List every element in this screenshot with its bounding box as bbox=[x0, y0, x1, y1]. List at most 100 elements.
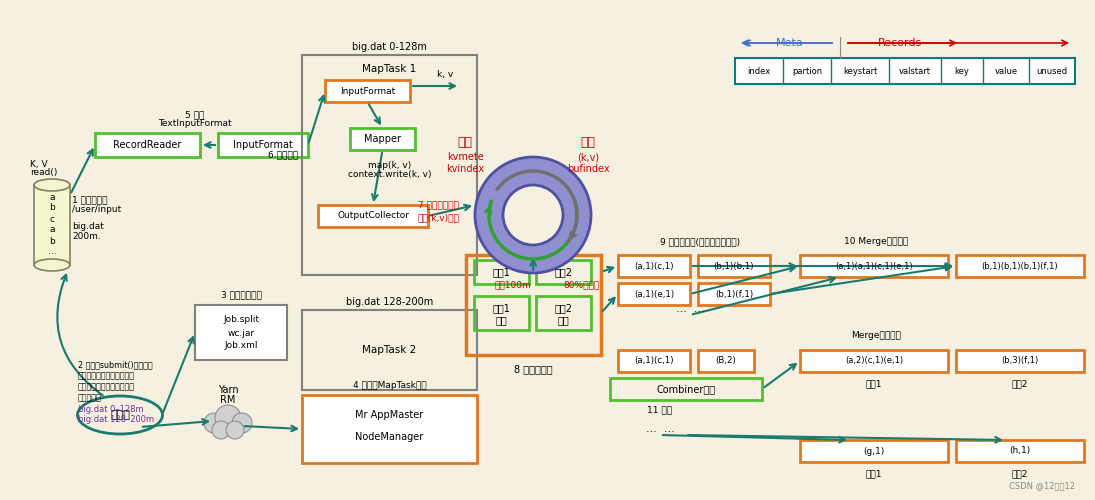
Text: 2 客户端submit()前，获取: 2 客户端submit()前，获取 bbox=[78, 360, 152, 369]
Text: Combiner合并: Combiner合并 bbox=[656, 384, 715, 394]
Text: 4 计算出MapTask数量: 4 计算出MapTask数量 bbox=[353, 380, 426, 390]
Text: 分区1: 分区1 bbox=[866, 470, 883, 478]
Text: 6 逻辑运算: 6 逻辑运算 bbox=[268, 150, 298, 160]
Text: 分配的规划: 分配的规划 bbox=[78, 393, 102, 402]
Text: RecordReader: RecordReader bbox=[113, 140, 182, 150]
FancyBboxPatch shape bbox=[218, 133, 308, 157]
FancyBboxPatch shape bbox=[800, 440, 948, 462]
FancyBboxPatch shape bbox=[800, 255, 948, 277]
Text: 默认100m: 默认100m bbox=[495, 280, 531, 289]
Text: k, v: k, v bbox=[437, 70, 453, 80]
Text: b: b bbox=[49, 236, 55, 246]
Text: (b,1)(b,1)(b,1)(f,1): (b,1)(b,1)(b,1)(f,1) bbox=[982, 262, 1058, 270]
Text: Meta: Meta bbox=[776, 38, 804, 48]
FancyBboxPatch shape bbox=[302, 395, 477, 463]
FancyBboxPatch shape bbox=[698, 255, 770, 277]
Text: 5 默认: 5 默认 bbox=[185, 110, 205, 120]
Text: 8 分区、排序: 8 分区、排序 bbox=[515, 364, 553, 374]
Text: big.dat 0-128m: big.dat 0-128m bbox=[353, 42, 427, 52]
Text: 分区1: 分区1 bbox=[493, 267, 510, 277]
Text: 索引: 索引 bbox=[458, 136, 473, 149]
Text: (a,1)(c,1): (a,1)(c,1) bbox=[634, 356, 673, 366]
FancyBboxPatch shape bbox=[735, 58, 1075, 84]
FancyBboxPatch shape bbox=[698, 283, 770, 305]
Text: CSDN @12十二12: CSDN @12十二12 bbox=[1008, 481, 1075, 490]
Text: a: a bbox=[49, 226, 55, 234]
Text: a: a bbox=[49, 192, 55, 202]
Circle shape bbox=[475, 157, 591, 273]
Text: 3 提交切片信息: 3 提交切片信息 bbox=[220, 290, 262, 300]
Text: read(): read() bbox=[30, 168, 57, 177]
Text: 11 合并: 11 合并 bbox=[647, 406, 672, 414]
Text: Mr AppMaster: Mr AppMaster bbox=[356, 410, 424, 420]
Text: 分区2: 分区2 bbox=[554, 303, 573, 313]
FancyBboxPatch shape bbox=[800, 350, 948, 372]
FancyBboxPatch shape bbox=[350, 128, 415, 150]
Text: 据参数配置，形成一个任务: 据参数配置，形成一个任务 bbox=[78, 382, 135, 391]
Text: ...: ... bbox=[48, 248, 56, 256]
Text: 分区2: 分区2 bbox=[554, 267, 573, 277]
Text: RM: RM bbox=[220, 395, 235, 405]
Text: 分区2: 分区2 bbox=[1012, 470, 1028, 478]
FancyBboxPatch shape bbox=[618, 255, 690, 277]
Text: MapTask 2: MapTask 2 bbox=[362, 345, 416, 355]
Text: InputFormat: InputFormat bbox=[339, 86, 395, 96]
Text: big.dat 128-200m: big.dat 128-200m bbox=[346, 297, 434, 307]
Text: (a,1)(a,1)(c,1)(e,1): (a,1)(a,1)(c,1)(e,1) bbox=[835, 262, 913, 270]
Circle shape bbox=[226, 421, 244, 439]
Text: key: key bbox=[955, 66, 969, 76]
Text: /user/input: /user/input bbox=[72, 205, 122, 214]
FancyBboxPatch shape bbox=[956, 255, 1084, 277]
Text: Job.xml: Job.xml bbox=[224, 342, 257, 350]
Text: 80%后反向: 80%后反向 bbox=[563, 280, 599, 289]
Text: valstart: valstart bbox=[899, 66, 931, 76]
Text: 200m.: 200m. bbox=[72, 232, 101, 241]
Text: 客户端: 客户端 bbox=[111, 410, 130, 420]
Circle shape bbox=[503, 185, 563, 245]
Text: big.dat 128–200m: big.dat 128–200m bbox=[78, 415, 154, 424]
FancyBboxPatch shape bbox=[618, 283, 690, 305]
Text: kvmete: kvmete bbox=[447, 152, 483, 162]
Text: 7 向环形缓冲区: 7 向环形缓冲区 bbox=[418, 200, 459, 209]
Text: Mapper: Mapper bbox=[364, 134, 401, 144]
Text: 10 Merge归并排序: 10 Merge归并排序 bbox=[844, 238, 908, 246]
Text: (h,1): (h,1) bbox=[1010, 446, 1030, 456]
Text: context.write(k, v): context.write(k, v) bbox=[348, 170, 431, 179]
Text: 9 溢出到文件(分区且区内有序): 9 溢出到文件(分区且区内有序) bbox=[660, 238, 740, 246]
FancyBboxPatch shape bbox=[956, 440, 1084, 462]
Text: (b,3)(f,1): (b,3)(f,1) bbox=[1001, 356, 1039, 366]
Text: MapTask 1: MapTask 1 bbox=[362, 64, 416, 74]
Text: bufindex: bufindex bbox=[567, 164, 609, 174]
Text: 排序: 排序 bbox=[557, 315, 569, 325]
Text: 分区1: 分区1 bbox=[866, 380, 883, 388]
Circle shape bbox=[212, 421, 230, 439]
FancyBboxPatch shape bbox=[318, 205, 428, 227]
Circle shape bbox=[215, 405, 241, 431]
Text: (b,1)(f,1): (b,1)(f,1) bbox=[715, 290, 753, 298]
FancyBboxPatch shape bbox=[195, 305, 287, 360]
FancyBboxPatch shape bbox=[95, 133, 200, 157]
Circle shape bbox=[204, 413, 224, 433]
Text: 分区1: 分区1 bbox=[493, 303, 510, 313]
Text: partion: partion bbox=[792, 66, 822, 76]
Ellipse shape bbox=[34, 179, 70, 191]
Circle shape bbox=[232, 413, 252, 433]
Text: c: c bbox=[49, 214, 55, 224]
Text: wc.jar: wc.jar bbox=[228, 328, 254, 338]
Text: big.dat: big.dat bbox=[72, 222, 104, 231]
FancyBboxPatch shape bbox=[325, 80, 410, 102]
FancyBboxPatch shape bbox=[618, 350, 690, 372]
Text: 分区2: 分区2 bbox=[1012, 380, 1028, 388]
Text: 待处理数据的信息，然后根: 待处理数据的信息，然后根 bbox=[78, 371, 135, 380]
Text: (k,v): (k,v) bbox=[577, 152, 599, 162]
Text: kvindex: kvindex bbox=[446, 164, 484, 174]
Ellipse shape bbox=[34, 259, 70, 271]
Text: 数据: 数据 bbox=[580, 136, 596, 149]
Text: ···  ···: ··· ··· bbox=[646, 427, 675, 437]
Text: b: b bbox=[49, 204, 55, 212]
Text: (a,1)(c,1): (a,1)(c,1) bbox=[634, 262, 673, 270]
FancyBboxPatch shape bbox=[698, 350, 754, 372]
Text: (g,1): (g,1) bbox=[863, 446, 885, 456]
Text: map(k, v): map(k, v) bbox=[368, 160, 411, 170]
Text: OutputCollector: OutputCollector bbox=[337, 212, 410, 220]
